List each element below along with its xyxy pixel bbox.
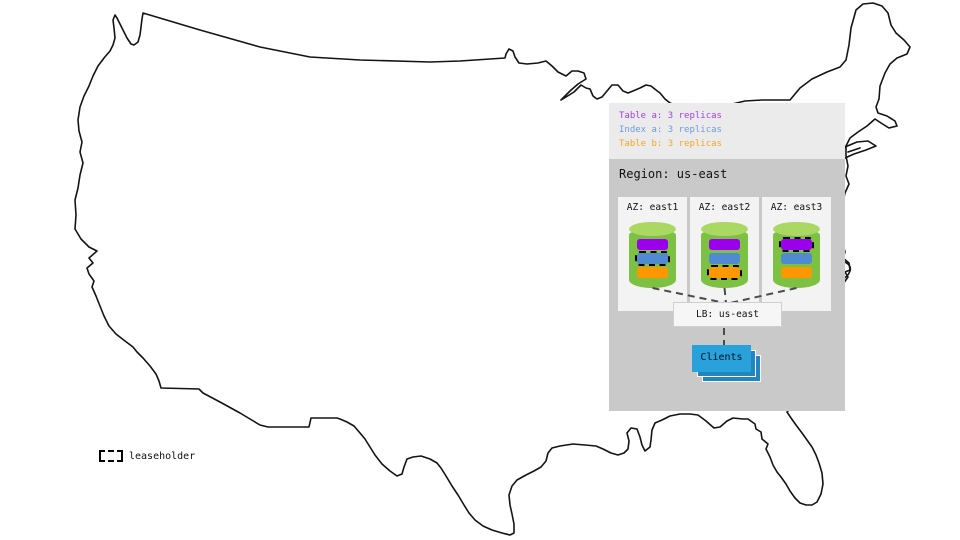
chesapeake-coast-fragment: [841, 260, 852, 280]
legend-index-a: Index a: 3 replicas: [619, 125, 722, 135]
leaseholder-swatch-icon: [99, 450, 123, 462]
availability-zones: AZ: east1 AZ: east2: [618, 197, 831, 311]
az-east3-label: AZ: east3: [770, 202, 823, 213]
replica-bar-index-a: [781, 253, 812, 264]
replica-bar-index-a: [635, 251, 670, 266]
clients-stack: Clients: [692, 345, 762, 383]
region-box: Region: us-east AZ: east1 AZ: east2: [609, 159, 845, 411]
cylinder-top: [701, 222, 748, 236]
az-east2-label: AZ: east2: [698, 202, 751, 213]
replica-bar-index-a: [709, 253, 740, 264]
replica-bar-table-a: [637, 239, 668, 250]
legend-table-b: Table b: 3 replicas: [619, 139, 722, 149]
replica-legend: Table a: 3 replicas Index a: 3 replicas …: [609, 103, 845, 159]
az-east3: AZ: east3: [762, 197, 831, 311]
architecture-panel: Table a: 3 replicas Index a: 3 replicas …: [609, 103, 845, 411]
az-east1: AZ: east1: [618, 197, 687, 311]
leaseholder-key: leaseholder: [99, 450, 195, 462]
replica-bar-table-b: [637, 267, 668, 278]
az-east2: AZ: east2: [690, 197, 759, 311]
database-node-icon: [701, 222, 748, 288]
replica-bar-table-b: [781, 267, 812, 278]
legend-table-a: Table a: 3 replicas: [619, 111, 722, 121]
replica-bar-table-a: [779, 237, 814, 252]
az-east1-label: AZ: east1: [626, 202, 679, 213]
replica-bar-table-b: [707, 265, 742, 280]
cylinder-top: [629, 222, 676, 236]
region-title: Region: us-east: [619, 167, 728, 181]
leaseholder-key-label: leaseholder: [129, 450, 196, 462]
load-balancer-box: LB: us-east: [673, 302, 782, 327]
cylinder-top: [773, 222, 820, 236]
long-island-sound-line: [847, 147, 861, 153]
clients-box: Clients: [692, 345, 751, 372]
database-node-icon: [773, 222, 820, 288]
replica-bar-table-a: [709, 239, 740, 250]
database-node-icon: [629, 222, 676, 288]
